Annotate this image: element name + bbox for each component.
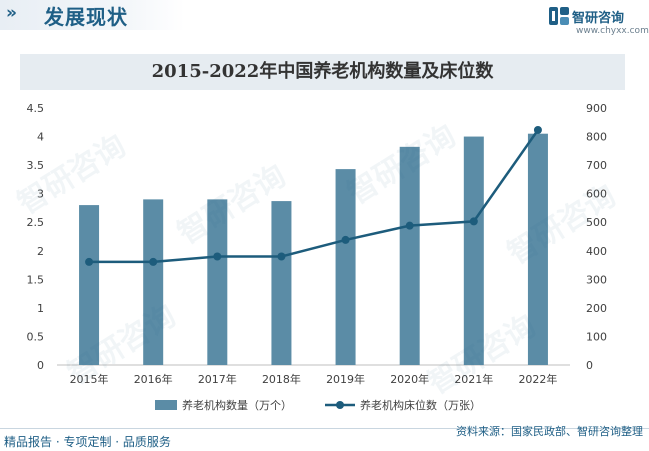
footer-tagline: 精品报告 · 专项定制 · 品质服务 [4, 435, 171, 449]
x-tick-label: 2022年 [518, 372, 557, 386]
legend-bar-label: 养老机构数量（万个） [182, 398, 292, 412]
header-bar [0, 0, 185, 30]
y-right-tick-label: 100 [586, 330, 607, 343]
bar [335, 169, 356, 365]
chart-title: 2015-2022年中国养老机构数量及床位数 [151, 61, 494, 82]
section-title: 发展现状 [44, 5, 128, 29]
chyxx-logo-icon [549, 7, 569, 25]
line-point [149, 257, 158, 266]
bar [527, 133, 548, 365]
legend-line-marker [336, 401, 344, 409]
x-tick-label: 2020年 [390, 372, 429, 386]
x-tick-label: 2021年 [454, 372, 493, 386]
chart-title-box: 2015-2022年中国养老机构数量及床位数 [20, 54, 625, 90]
y-left-tick-label: 3.5 [27, 159, 45, 172]
y-right-tick-label: 0 [586, 359, 593, 372]
legend-line-label: 养老机构床位数（万张） [360, 398, 481, 412]
y-right-tick-label: 200 [586, 302, 607, 315]
line-point [469, 217, 478, 226]
y-left-tick-label: 0.5 [27, 330, 45, 343]
y-left-tick-label: 4 [37, 131, 44, 144]
line-point [405, 221, 414, 230]
legend-bar-swatch [155, 400, 177, 410]
footer-divider [0, 428, 649, 429]
bar [143, 199, 164, 365]
y-left-tick-label: 0 [37, 359, 44, 372]
combo-chart: 0 0.5 1 1.5 2 2.5 3 3.5 4 4.5 0 100 200 300 400 500 600 7… [27, 102, 608, 412]
y-left-tick-label: 2 [37, 245, 44, 258]
y-left-tick-label: 3 [37, 188, 44, 201]
x-tick-label: 2017年 [198, 372, 237, 386]
y-left-tick-label: 1.5 [27, 273, 45, 286]
bar [271, 201, 292, 365]
x-tick-label: 2019年 [326, 372, 365, 386]
bar [207, 199, 228, 365]
header: » 发展现状 [0, 0, 649, 40]
line-series [89, 129, 539, 264]
x-tick-label: 2015年 [70, 372, 109, 386]
y-right-tick-label: 800 [586, 131, 607, 144]
y-left-tick-label: 1 [37, 302, 44, 315]
brand: 智研咨询 www.chyxx.com [548, 5, 649, 39]
line-point [277, 252, 286, 261]
y-right-tick-label: 900 [586, 102, 607, 115]
line-point [213, 252, 222, 261]
y-left-tick-label: 2.5 [27, 216, 45, 229]
y-right-tick-label: 300 [586, 273, 607, 286]
x-tick-label: 2018年 [262, 372, 301, 386]
source-note: 资料来源：国家民政部、智研咨询整理 [456, 425, 643, 438]
line-point [85, 257, 94, 266]
y-left-tick-label: 4.5 [27, 102, 45, 115]
y-right-tick-label: 600 [586, 188, 607, 201]
line-point [341, 235, 350, 244]
y-right-tick-label: 700 [586, 159, 607, 172]
brand-name: 智研咨询 [572, 11, 625, 26]
line-point [533, 125, 542, 134]
bar [463, 136, 484, 365]
bar [399, 146, 420, 365]
y-right-tick-label: 500 [586, 216, 607, 229]
bar [79, 205, 100, 365]
y-right-tick-label: 400 [586, 245, 607, 258]
brand-url: www.chyxx.com [576, 26, 649, 36]
x-tick-label: 2016年 [134, 372, 173, 386]
chevron-right-icon: » [6, 3, 17, 23]
